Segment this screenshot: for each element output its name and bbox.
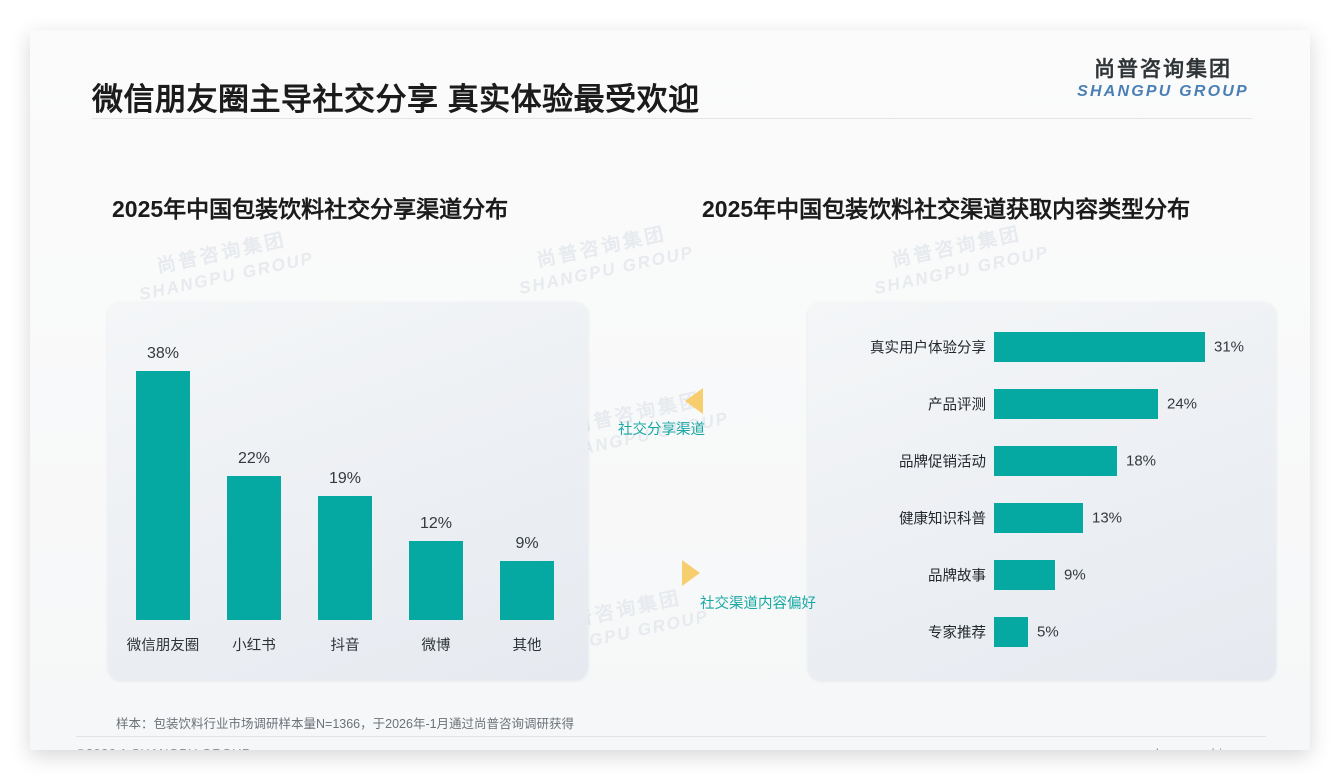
bar-value-label: 9% [1064, 566, 1086, 584]
bar-row: 健康知识科普 13% [808, 503, 1276, 533]
triangle-right-icon [682, 560, 700, 586]
bar-row: 品牌促销活动 18% [808, 446, 1276, 476]
bar-column: 22% 小红书 [227, 450, 281, 654]
bar-category-label: 微博 [421, 638, 451, 654]
bar-rect[interactable] [994, 332, 1205, 362]
bar-value-label: 9% [515, 535, 539, 552]
left-chart-panel: 38% 微信朋友圈 22% 小红书 19% 抖音 12% 微博 9% 其他 [108, 302, 588, 680]
bar-category-label: 产品评测 [928, 397, 986, 414]
bar-row: 品牌故事 9% [808, 560, 1276, 590]
watermark: 尚普咨询集团 SHANGPU GROUP [517, 223, 696, 298]
bar-column: 38% 微信朋友圈 [127, 345, 200, 654]
bar-column: 9% 其他 [500, 535, 554, 654]
slide-header: 微信朋友圈主导社交分享 真实体验最受欢迎 尚普咨询集团 SHANGPU GROU… [30, 30, 1310, 120]
bar-value-label: 24% [1167, 395, 1198, 413]
bar-row: 专家推荐 5% [808, 617, 1276, 647]
sample-note: 样本：包装饮料行业市场调研样本量N=1366，于2026年-1月通过尚普咨询调研… [116, 717, 575, 731]
bar-category-label: 品牌促销活动 [899, 454, 986, 471]
bar-rect[interactable] [409, 541, 463, 620]
bar-value-label: 5% [1037, 623, 1059, 641]
bar-row: 真实用户体验分享 31% [808, 332, 1276, 362]
bar-rect[interactable] [994, 560, 1055, 590]
bar-column: 12% 微博 [409, 515, 463, 654]
vertical-bar-chart: 38% 微信朋友圈 22% 小红书 19% 抖音 12% 微博 9% 其他 [108, 302, 588, 680]
right-chart-title: 2025年中国包装饮料社交渠道获取内容类型分布 [702, 196, 1191, 222]
bar-category-label: 健康知识科普 [899, 511, 986, 528]
bar-category-label: 品牌故事 [928, 568, 986, 585]
bar-value-label: 22% [237, 450, 271, 467]
brand-logo: 尚普咨询集团 SHANGPU GROUP [1058, 58, 1268, 103]
bar-value-label: 12% [419, 515, 453, 532]
bar-value-label: 31% [1214, 338, 1245, 356]
annotation-label: 社交分享渠道 [618, 422, 705, 438]
page-title: 微信朋友圈主导社交分享 真实体验最受欢迎 [92, 82, 700, 117]
bar-category-label: 其他 [512, 638, 542, 654]
bar-value-label: 18% [1126, 452, 1157, 470]
bar-category-label: 专家推荐 [928, 625, 986, 642]
header-divider [92, 118, 1252, 119]
horizontal-bar-chart: 真实用户体验分享 31% 产品评测 24% 品牌促销活动 18% 健康知识科普 13% 品牌故事… [808, 302, 1276, 680]
bar-category-label: 真实用户体验分享 [870, 340, 986, 357]
bar-rect[interactable] [994, 446, 1117, 476]
watermark: 尚普咨询集团 SHANGPU GROUP [872, 223, 1051, 298]
bar-category-label: 抖音 [330, 638, 360, 654]
bar-value-label: 19% [328, 470, 362, 487]
logo-chinese-text: 尚普咨询集团 [1094, 58, 1232, 81]
bar-rect[interactable] [227, 476, 281, 620]
bar-category-label: 微信朋友圈 [126, 638, 200, 654]
footer-divider [76, 736, 1266, 737]
website-url[interactable]: www.shangpu-china.com [1117, 746, 1266, 750]
bar-value-label: 13% [1092, 509, 1123, 527]
copyright-text: ©2026.1 SHANGPU GROUP [76, 746, 251, 750]
bar-rect[interactable] [994, 389, 1158, 419]
bar-rect[interactable] [136, 371, 190, 620]
slide-page: 微信朋友圈主导社交分享 真实体验最受欢迎 尚普咨询集团 SHANGPU GROU… [30, 30, 1310, 750]
right-chart-panel: 真实用户体验分享 31% 产品评测 24% 品牌促销活动 18% 健康知识科普 13% 品牌故事… [808, 302, 1276, 680]
bar-rect[interactable] [994, 617, 1028, 647]
bar-rect[interactable] [994, 503, 1083, 533]
bar-category-label: 小红书 [232, 638, 276, 654]
bar-rect[interactable] [318, 496, 372, 620]
left-chart-title: 2025年中国包装饮料社交分享渠道分布 [112, 196, 509, 222]
annotation-label: 社交渠道内容偏好 [700, 596, 816, 612]
watermark: 尚普咨询集团 SHANGPU GROUP [137, 229, 316, 304]
logo-english-text: SHANGPU GROUP [1077, 83, 1249, 101]
bar-row: 产品评测 24% [808, 389, 1276, 419]
bar-rect[interactable] [500, 561, 554, 620]
bar-column: 19% 抖音 [318, 470, 372, 654]
bar-value-label: 38% [146, 345, 180, 362]
triangle-left-icon [685, 388, 703, 414]
